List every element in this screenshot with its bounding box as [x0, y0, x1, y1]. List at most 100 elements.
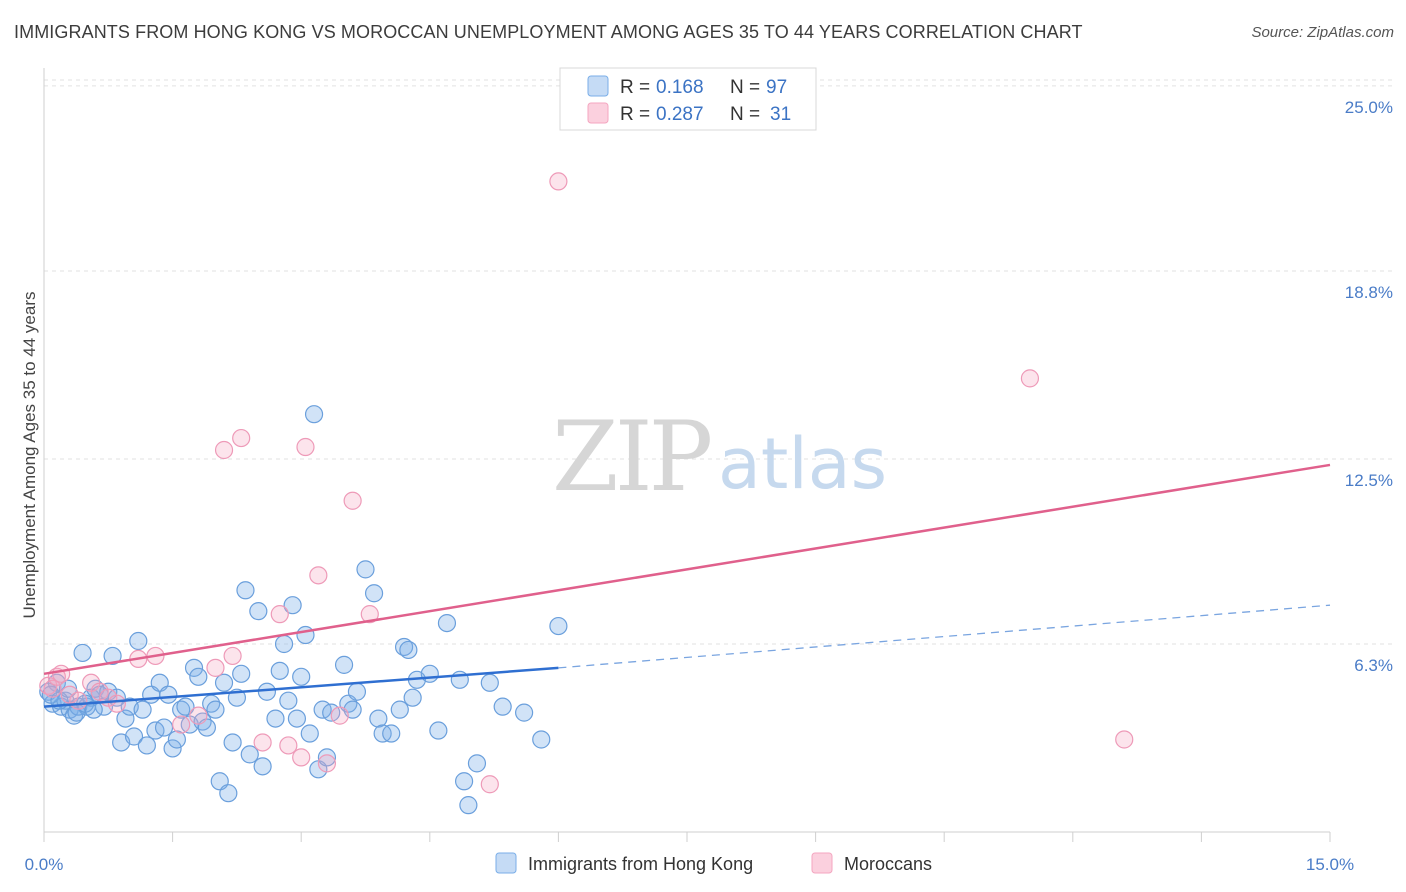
point-hong-kong: [454, 772, 474, 791]
legend-n-label-1: N =: [730, 77, 760, 98]
point-hong-kong: [390, 700, 409, 719]
point-moroccans: [309, 566, 328, 585]
point-hong-kong: [184, 658, 204, 677]
point-hong-kong: [399, 640, 418, 660]
point-hong-kong: [317, 748, 337, 767]
point-hong-kong: [279, 691, 298, 710]
y-tick-label: 12.5%: [1345, 471, 1393, 490]
point-hong-kong: [356, 560, 375, 579]
trend-line-hong-kong-extension: [558, 604, 1331, 669]
point-moroccans: [1115, 730, 1134, 749]
point-hong-kong: [480, 673, 499, 692]
bottom-legend-label-hong-kong: Immigrants from Hong Kong: [528, 854, 753, 874]
point-moroccans: [480, 775, 499, 794]
point-hong-kong: [467, 754, 487, 773]
point-moroccans: [253, 733, 272, 752]
point-moroccans: [172, 715, 191, 734]
point-moroccans: [330, 706, 349, 725]
point-hong-kong: [459, 796, 478, 815]
x-axis-ticks: [43, 832, 1331, 842]
bottom-legend-swatch-moroccans: [811, 852, 833, 874]
point-hong-kong: [382, 724, 401, 743]
point-hong-kong: [270, 661, 289, 680]
point-hong-kong: [300, 724, 319, 743]
point-moroccans: [296, 437, 315, 457]
point-hong-kong: [163, 739, 182, 758]
chart-title: IMMIGRANTS FROM HONG KONG VS MOROCCAN UN…: [14, 22, 1083, 42]
y-tick-label: 25.0%: [1345, 98, 1393, 117]
series-hong-kong-points: [39, 405, 568, 815]
trend-line-hong-kong: [43, 666, 559, 708]
point-hong-kong: [133, 700, 152, 719]
point-hong-kong: [347, 682, 367, 701]
gridlines: [44, 79, 1394, 645]
point-hong-kong: [287, 709, 307, 728]
point-hong-kong: [73, 643, 92, 663]
point-moroccans: [549, 172, 568, 191]
point-hong-kong: [274, 634, 294, 654]
point-hong-kong: [232, 664, 251, 683]
point-hong-kong: [236, 581, 255, 600]
legend-swatch-moroccans: [587, 102, 609, 124]
legend-n-label-2: N =: [730, 104, 760, 125]
series-legend: Immigrants from Hong Kong Moroccans: [495, 852, 932, 874]
point-moroccans: [206, 658, 225, 677]
point-moroccans: [279, 736, 298, 755]
legend-r-value-2: 0.287: [656, 104, 704, 125]
point-hong-kong: [124, 727, 144, 746]
point-moroccans: [214, 440, 234, 460]
point-hong-kong: [249, 602, 268, 621]
point-hong-kong: [266, 709, 285, 728]
point-moroccans: [189, 706, 208, 725]
point-hong-kong: [257, 682, 277, 701]
legend-swatch-hong-kong: [587, 75, 609, 97]
point-moroccans: [343, 491, 362, 510]
y-tick-labels: 6.3% 12.5% 18.8% 25.0%: [1345, 98, 1393, 675]
point-moroccans: [1020, 369, 1040, 388]
x-tick-label-min: 0.0%: [25, 855, 64, 874]
point-hong-kong: [240, 745, 259, 764]
point-hong-kong: [103, 646, 122, 666]
point-hong-kong: [219, 784, 238, 803]
legend-r-label-2: R =: [620, 104, 650, 125]
point-hong-kong: [403, 688, 422, 707]
point-hong-kong: [189, 667, 208, 686]
point-hong-kong: [532, 730, 551, 749]
point-hong-kong: [223, 733, 242, 752]
point-hong-kong: [283, 596, 302, 615]
point-hong-kong: [304, 405, 324, 424]
point-hong-kong: [292, 667, 311, 686]
y-tick-label: 18.8%: [1345, 283, 1393, 302]
legend-r-value-1: 0.168: [656, 77, 704, 98]
series-moroccans-points: [39, 172, 1134, 794]
legend-r-label-1: R =: [620, 77, 650, 98]
point-hong-kong: [129, 631, 148, 651]
point-hong-kong: [334, 655, 354, 674]
point-hong-kong: [493, 697, 512, 716]
point-hong-kong: [167, 730, 186, 749]
y-axis-label: Unemployment Among Ages 35 to 44 years: [20, 292, 39, 619]
trend-line-moroccans: [43, 463, 1331, 676]
point-hong-kong: [429, 721, 448, 740]
watermark-zip: ZIP: [552, 401, 711, 513]
point-moroccans: [232, 428, 251, 448]
bottom-legend-swatch-hong-kong: [495, 852, 517, 874]
point-moroccans: [270, 605, 289, 624]
point-hong-kong: [515, 703, 534, 722]
point-moroccans: [360, 605, 379, 624]
point-moroccans: [317, 754, 337, 773]
point-hong-kong: [137, 736, 156, 755]
point-moroccans: [107, 694, 126, 713]
point-hong-kong: [214, 673, 234, 692]
point-moroccans: [69, 691, 88, 710]
point-moroccans: [223, 646, 242, 666]
point-hong-kong: [369, 709, 388, 728]
point-hong-kong: [116, 709, 135, 728]
source-credit: Source: ZipAtlas.com: [1251, 24, 1394, 41]
point-hong-kong: [549, 616, 568, 636]
point-hong-kong: [364, 584, 384, 603]
point-hong-kong: [84, 700, 103, 719]
point-hong-kong: [176, 697, 195, 716]
legend-n-value-2: 31: [770, 104, 791, 125]
